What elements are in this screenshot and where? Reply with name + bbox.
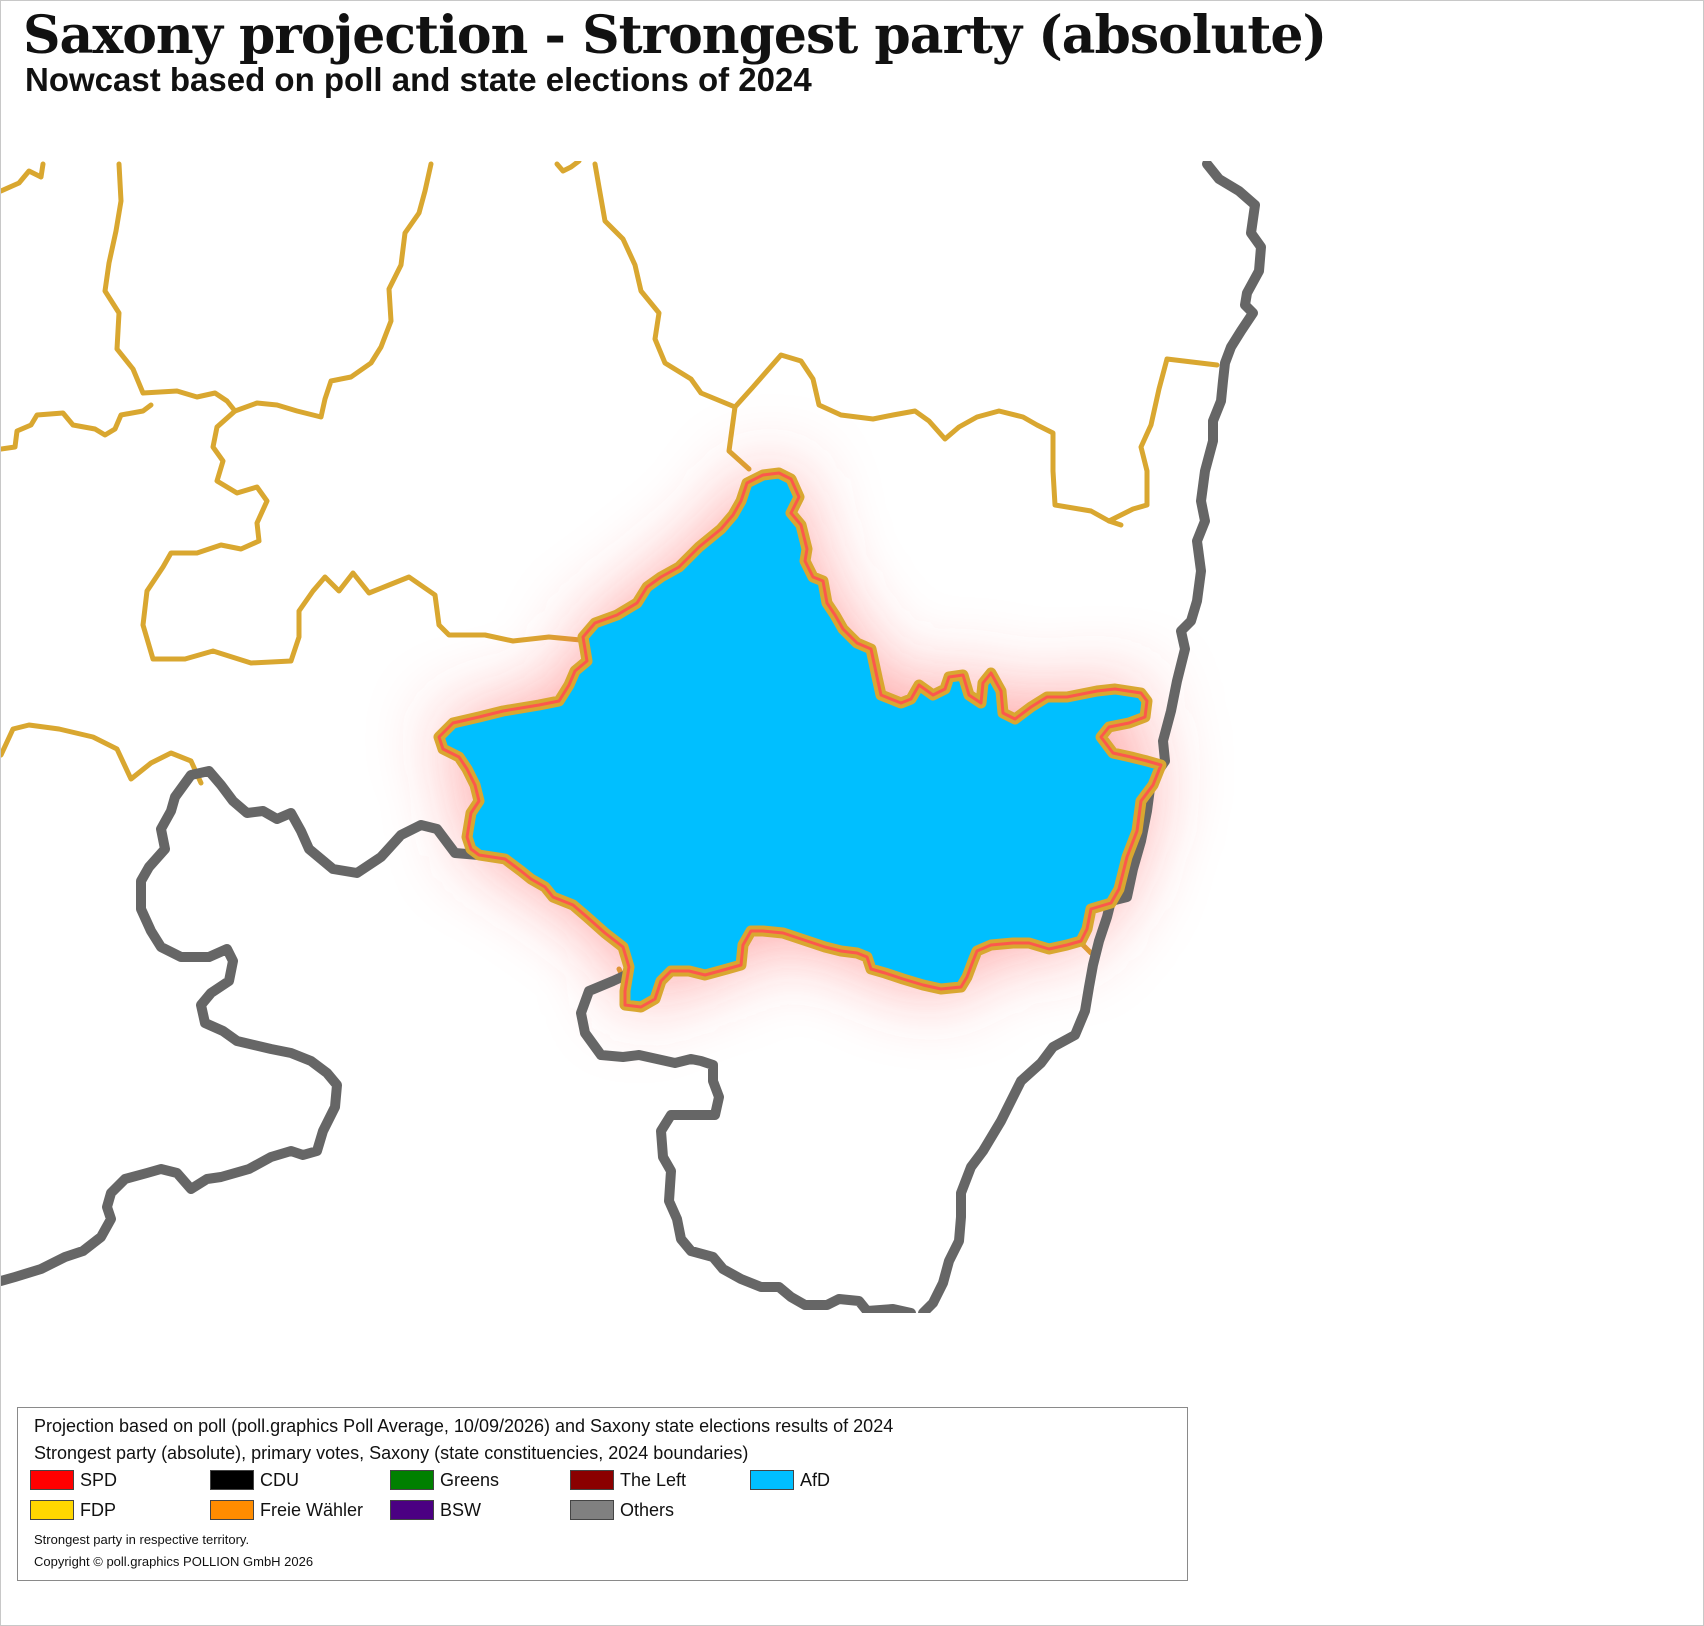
legend-entry-the-left: The Left [570,1468,686,1492]
legend-entry-label: The Left [620,1469,687,1490]
legend-entry-label: SPD [80,1469,118,1490]
constituency-border [102,161,434,420]
state-border-line [1,766,916,1313]
constituency-border [726,404,752,472]
legend-entry-label: Greens [440,1469,500,1490]
constituency-map [1,161,1266,1313]
constituency-border [1,161,46,194]
page-title: Saxony projection - Strongest party (abs… [23,5,1327,66]
legend-entry-fdp: FDP [30,1498,116,1522]
legend-description-line: Strongest party (absolute), primary vote… [34,1443,749,1463]
constituency-border [140,408,594,666]
legend-entry-others: Others [570,1498,674,1522]
legend-entry-label: FDP [80,1499,116,1520]
legend-source-line: Projection based on poll (poll.graphics … [34,1416,894,1436]
legend-entry-freie-waehler: Freie Wähler [210,1498,363,1522]
legend-swatch [30,1470,74,1490]
legend-entry-bsw: BSW [390,1498,481,1522]
legend-swatch [570,1470,614,1490]
legend-entry-label: CDU [260,1469,299,1490]
map-legend: Projection based on poll (poll.graphics … [17,1407,1188,1581]
legend-entry-spd: SPD [30,1468,117,1492]
page-subtitle: Nowcast based on poll and state election… [25,61,812,98]
legend-entry-label: AfD [800,1469,831,1490]
legend-copyright: Copyright © poll.graphics POLLION GmbH 2… [34,1554,314,1569]
legend-entry-cdu: CDU [210,1468,299,1492]
legend-swatch [210,1470,254,1490]
legend-swatch [30,1500,74,1520]
constituency-border [1106,518,1124,528]
constituency-border [1,722,204,786]
legend-entry-greens: Greens [390,1468,499,1492]
legend-entry-label: Others [620,1499,675,1520]
legend-swatch [210,1500,254,1520]
legend-entry-label: BSW [440,1499,482,1520]
legend-note: Strongest party in respective territory. [34,1532,250,1547]
legend-entry-label: Freie Wähler [260,1499,364,1520]
legend-swatch [570,1500,614,1520]
legend-swatch [390,1470,434,1490]
legend-swatch [390,1500,434,1520]
state-border-line [918,161,1266,1313]
legend-swatch [750,1470,794,1490]
highlighted-constituency[interactable] [433,467,1167,1013]
state-border [1,161,1266,1313]
constituency-border [554,161,582,174]
constituency-border [1,402,154,452]
constituency-border [592,161,1220,524]
legend-entry-afd: AfD [750,1468,830,1492]
